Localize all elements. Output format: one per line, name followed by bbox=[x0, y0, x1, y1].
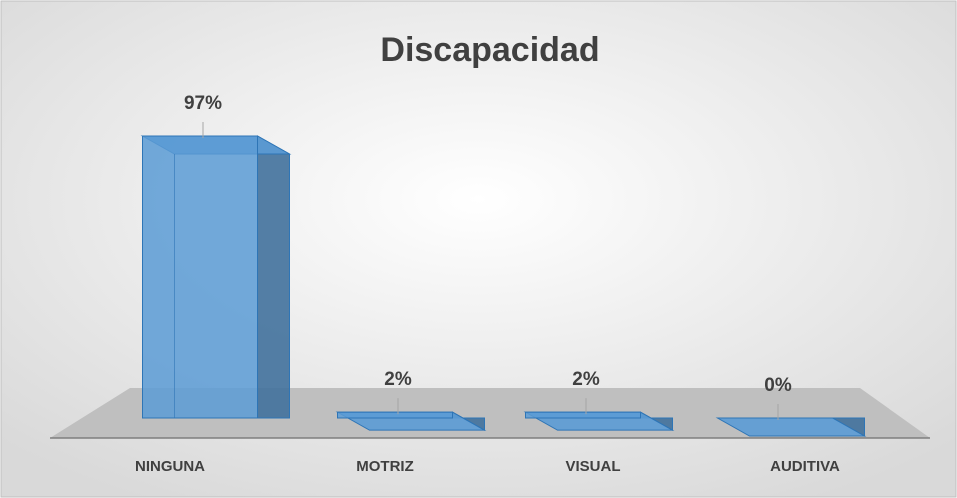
bar bbox=[715, 417, 867, 437]
value-label: 2% bbox=[572, 369, 600, 390]
bar-top bbox=[715, 417, 867, 437]
value-label: 97% bbox=[184, 93, 222, 114]
category-label: AUDITIVA bbox=[770, 458, 840, 475]
bar-front bbox=[525, 411, 641, 419]
category-label: NINGUNA bbox=[135, 458, 205, 475]
category-label: MOTRIZ bbox=[356, 458, 414, 475]
value-label: 2% bbox=[384, 369, 412, 390]
bar bbox=[140, 135, 292, 419]
bar bbox=[335, 411, 487, 432]
bar-front bbox=[142, 135, 258, 419]
chart-title: Discapacidad bbox=[380, 31, 599, 69]
value-label: 0% bbox=[764, 375, 792, 396]
category-label: VISUAL bbox=[565, 458, 620, 475]
bar bbox=[523, 411, 675, 432]
bar-front bbox=[337, 411, 453, 419]
bar-side bbox=[257, 135, 290, 419]
